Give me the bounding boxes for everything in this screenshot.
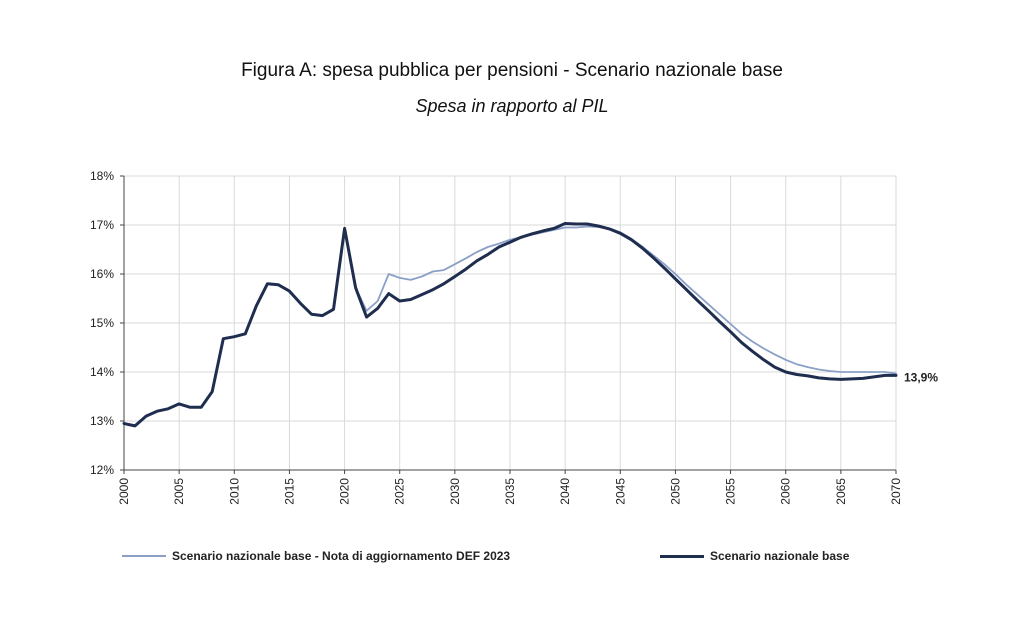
x-tick-label: 2005 [172, 478, 186, 505]
x-tick-label: 2045 [613, 478, 627, 505]
x-tick-label: 2035 [503, 478, 517, 505]
series-lines [122, 222, 898, 428]
legend-swatch-base [660, 554, 704, 558]
y-tick-label: 15% [90, 316, 114, 330]
x-tick-label: 2025 [393, 478, 407, 505]
x-axis-ticks: 2000 2005 2010 2015 2020 2025 2030 2035 2040 2045… [117, 470, 903, 505]
x-tick-label: 2050 [668, 478, 682, 505]
chart-title: Figura A: spesa pubblica per pensioni - … [241, 60, 783, 81]
chart-subtitle: Spesa in rapporto al PIL [415, 96, 609, 116]
legend-item-base: Scenario nazionale base [660, 549, 849, 563]
y-tick-label: 16% [90, 267, 114, 281]
legend-label-base: Scenario nazionale base [710, 549, 850, 563]
x-tick-label: 2030 [448, 478, 462, 505]
legend-swatch-nota [122, 555, 166, 557]
y-tick-label: 17% [90, 218, 114, 232]
x-tick-label: 2015 [282, 478, 296, 505]
y-tick-label: 14% [90, 365, 114, 379]
end-value-label: 13,9% [904, 370, 938, 384]
legend-item-nota: Scenario nazionale base - Nota di aggior… [122, 549, 510, 563]
x-tick-label: 2055 [724, 478, 738, 505]
x-tick-label: 2020 [338, 478, 352, 505]
grid-lines [124, 175, 897, 470]
legend-label-nota: Scenario nazionale base - Nota di aggior… [172, 549, 511, 563]
y-axis-ticks: 12% 13% 14% 15% 16% 17% 18% [90, 169, 124, 477]
x-tick-label: 2060 [779, 478, 793, 505]
x-tick-label: 2010 [227, 478, 241, 505]
y-tick-label: 13% [90, 414, 114, 428]
series-line-base [122, 222, 898, 428]
x-tick-label: 2070 [889, 478, 903, 505]
x-tick-label: 2000 [117, 478, 131, 505]
y-tick-label: 18% [90, 169, 114, 183]
x-tick-label: 2065 [834, 478, 848, 505]
x-tick-label: 2040 [558, 478, 572, 505]
y-tick-label: 12% [90, 463, 114, 477]
